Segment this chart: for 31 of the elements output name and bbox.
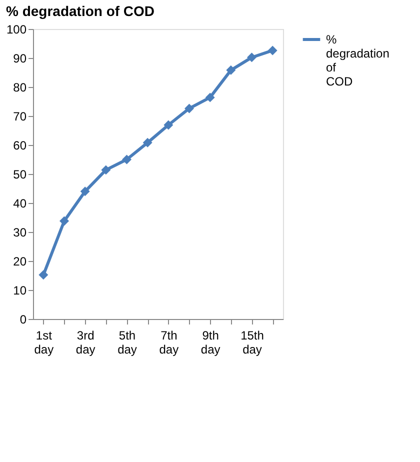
point [80, 186, 90, 196]
x-tick-label: 9th day [200, 328, 220, 356]
y-tick-label: 50 [13, 168, 27, 182]
point [247, 52, 256, 62]
point [142, 138, 152, 148]
point [122, 154, 132, 164]
point [184, 104, 194, 114]
x-tick-label: 15th day [240, 328, 264, 356]
legend-label: % degradation of COD [326, 32, 390, 88]
y-tick-label: 80 [13, 80, 27, 94]
y-tick-label: 30 [13, 226, 27, 240]
point [101, 165, 111, 175]
x-tick-label: 3rd day [76, 328, 96, 356]
y-tick-label: 60 [13, 138, 27, 152]
point [268, 46, 278, 56]
point [226, 65, 236, 75]
y-tick-label: 40 [13, 196, 27, 210]
point [164, 120, 174, 130]
y-tick-label: 90 [13, 52, 27, 66]
point [60, 216, 69, 226]
y-tick-label: 20 [13, 254, 27, 268]
point [38, 270, 48, 280]
y-tick-label: 100 [6, 22, 27, 36]
y-tick-label: 10 [13, 284, 27, 298]
chart-title: % degradation of COD [6, 3, 155, 19]
y-tick-label: 0 [20, 312, 27, 326]
point [205, 92, 215, 102]
x-tick-label: 7th day [159, 328, 179, 356]
y-tick-label: 70 [13, 110, 27, 124]
x-tick-label: 1st day [34, 328, 54, 356]
x-tick-label: 5th day [118, 328, 137, 356]
